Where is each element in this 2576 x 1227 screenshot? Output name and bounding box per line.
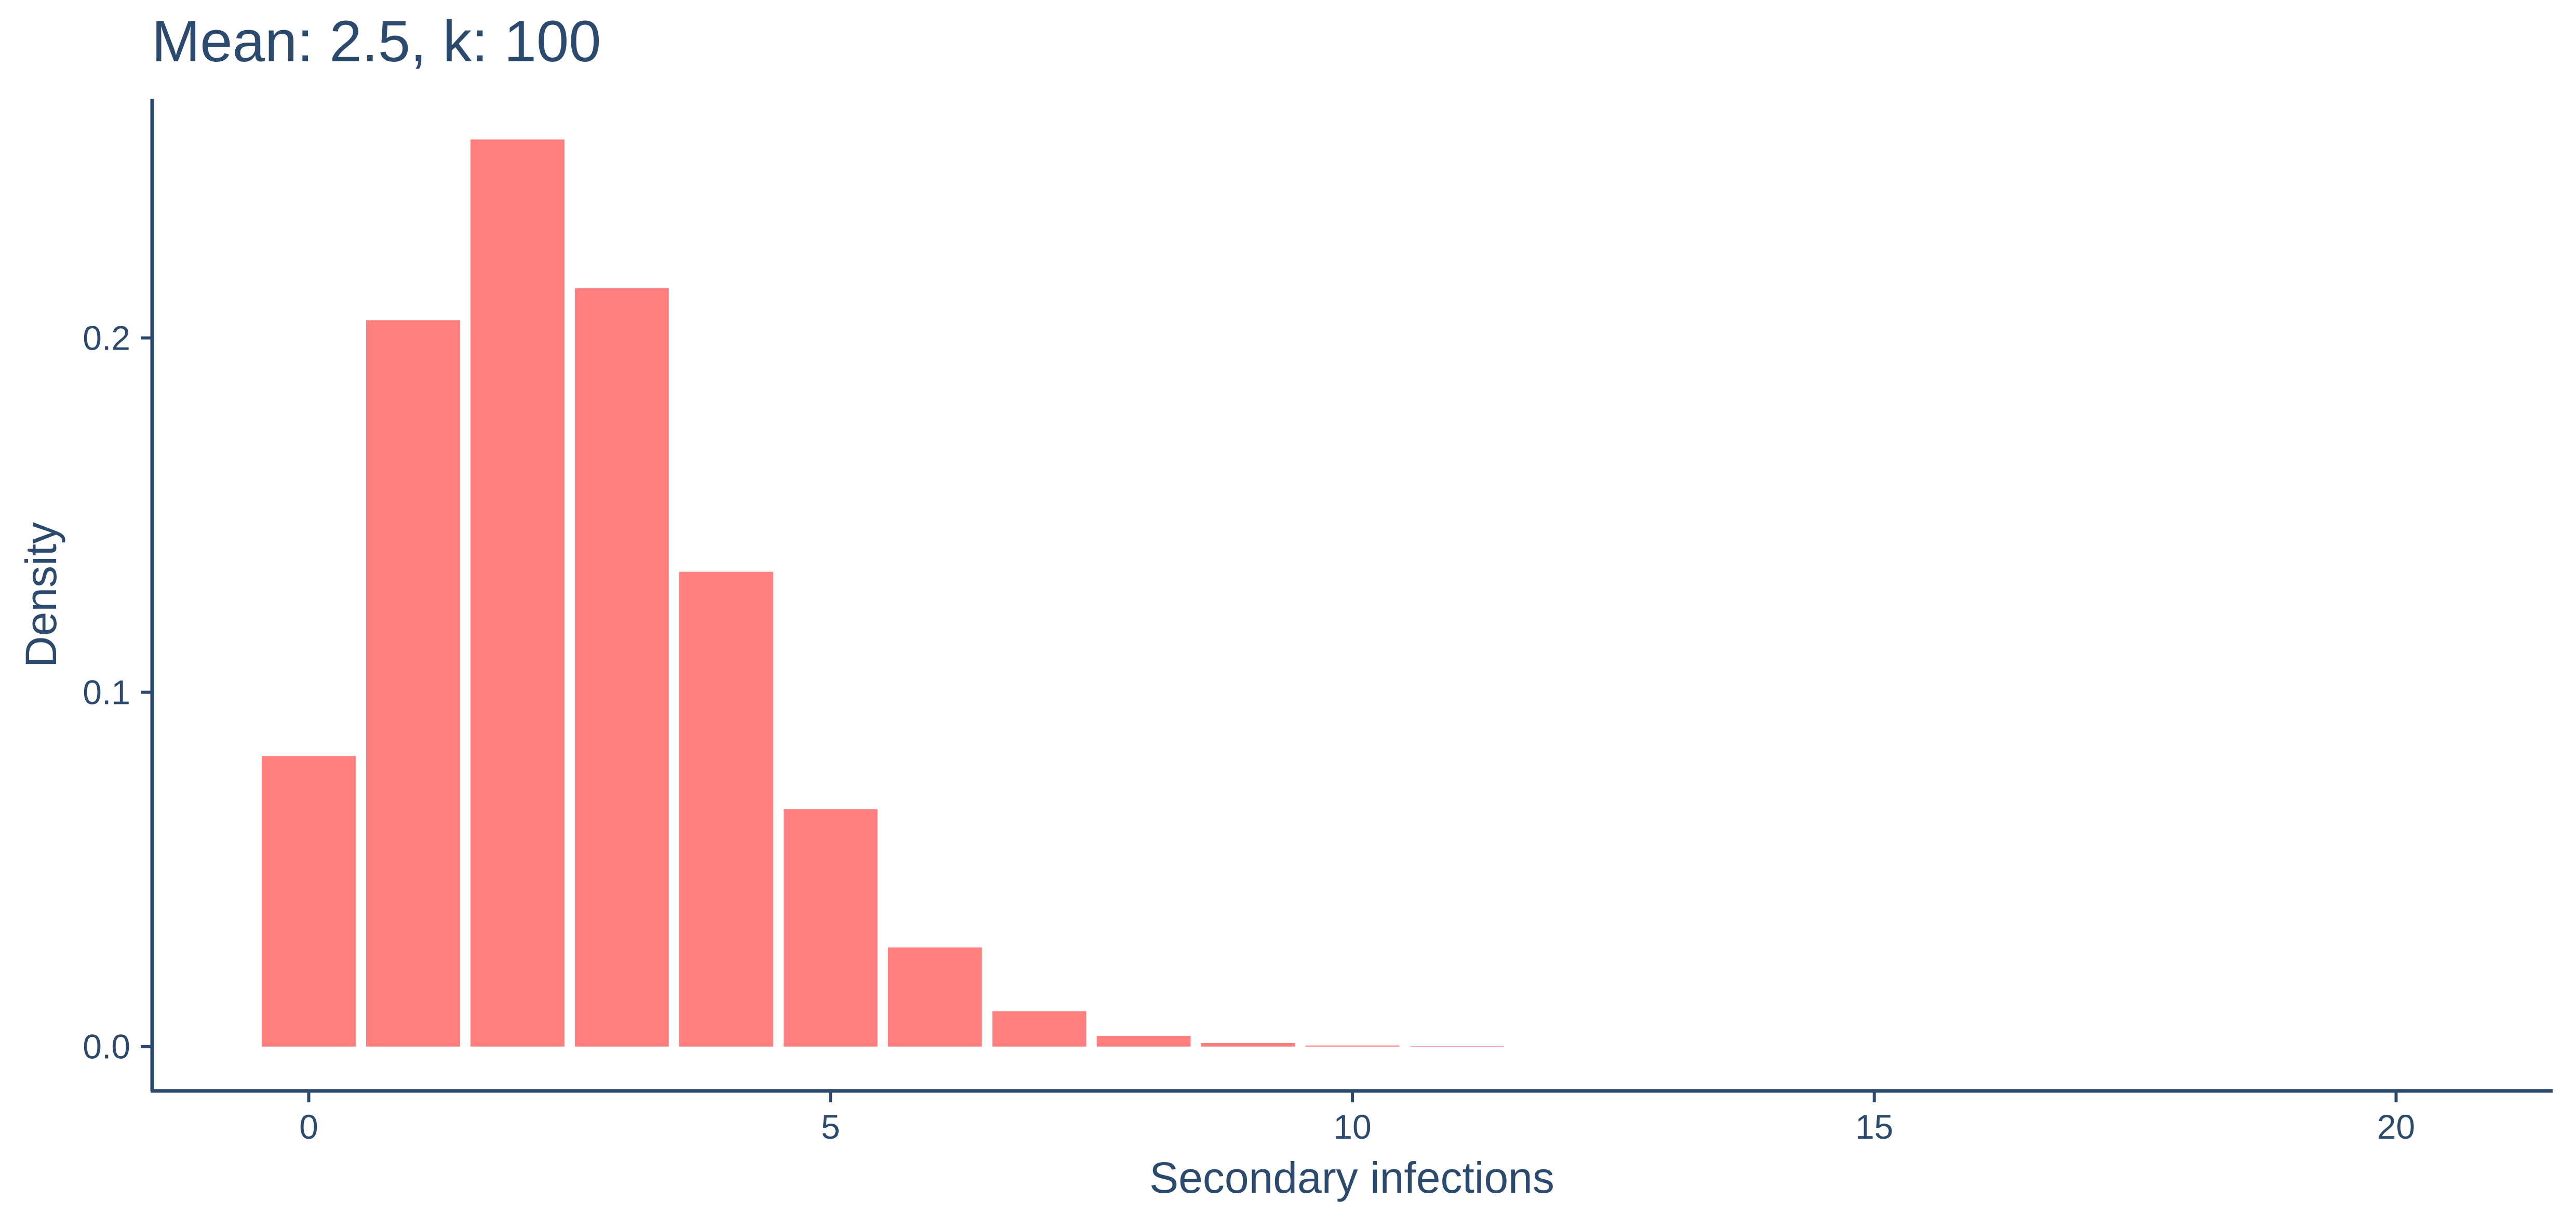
y-tick-label-0.2: 0.2 — [83, 318, 130, 357]
bar-4 — [679, 571, 773, 1047]
y-axis-title: Density — [17, 522, 65, 668]
bar-7 — [992, 1011, 1086, 1047]
x-tick-label-20: 20 — [2377, 1108, 2415, 1146]
x-ticks-group: 0 5 10 15 20 — [299, 1091, 2415, 1146]
bars-group — [262, 139, 1504, 1047]
bar-9 — [1201, 1043, 1295, 1047]
y-ticks-group: 0.0 0.1 0.2 — [83, 318, 152, 1066]
bar-5 — [783, 809, 878, 1047]
x-tick-label-10: 10 — [1333, 1108, 1371, 1146]
bar-11 — [1410, 1046, 1504, 1047]
bar-3 — [574, 288, 669, 1047]
bar-8 — [1096, 1036, 1191, 1047]
y-tick-label-0: 0.0 — [83, 1028, 130, 1066]
bar-0 — [262, 756, 356, 1047]
bar-10 — [1305, 1045, 1400, 1047]
bar-2 — [470, 139, 565, 1047]
bar-1 — [366, 320, 460, 1047]
x-tick-label-15: 15 — [1855, 1108, 1893, 1146]
x-tick-label-5: 5 — [821, 1108, 840, 1146]
bar-6 — [888, 947, 982, 1047]
y-tick-label-0.1: 0.1 — [83, 673, 130, 712]
chart-title: Mean: 2.5, k: 100 — [152, 9, 601, 74]
x-axis-title: Secondary infections — [1149, 1153, 1554, 1202]
x-tick-label-0: 0 — [299, 1108, 318, 1146]
